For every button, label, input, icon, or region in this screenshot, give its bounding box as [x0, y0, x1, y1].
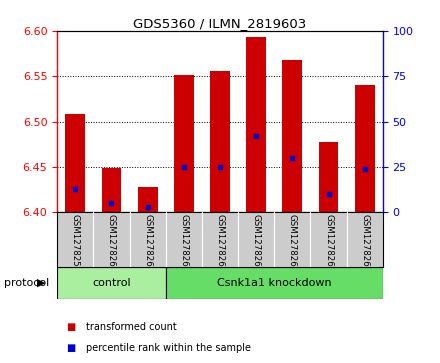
- Text: ▶: ▶: [37, 278, 46, 288]
- Bar: [166, 212, 202, 267]
- Bar: [246, 37, 266, 212]
- Text: control: control: [92, 278, 131, 288]
- Text: ■: ■: [66, 322, 75, 332]
- Bar: [57, 267, 166, 299]
- Text: ■: ■: [66, 343, 75, 354]
- Text: GSM1278266: GSM1278266: [324, 214, 333, 272]
- Bar: [202, 212, 238, 267]
- Bar: [166, 267, 383, 299]
- Text: GSM1278264: GSM1278264: [252, 214, 260, 272]
- Text: GSM1278267: GSM1278267: [360, 214, 369, 272]
- Bar: [274, 212, 311, 267]
- Text: GSM1278265: GSM1278265: [288, 214, 297, 272]
- Bar: [57, 212, 93, 267]
- Bar: [355, 85, 375, 212]
- Text: GSM1278261: GSM1278261: [143, 214, 152, 272]
- Bar: [238, 212, 274, 267]
- Bar: [102, 168, 121, 212]
- Bar: [174, 76, 194, 212]
- Text: GSM1278259: GSM1278259: [71, 214, 80, 272]
- Bar: [347, 212, 383, 267]
- Title: GDS5360 / ILMN_2819603: GDS5360 / ILMN_2819603: [133, 17, 307, 30]
- Text: protocol: protocol: [4, 278, 50, 288]
- Text: GSM1278262: GSM1278262: [180, 214, 188, 272]
- Bar: [319, 142, 338, 212]
- Text: transformed count: transformed count: [86, 322, 176, 332]
- Bar: [129, 212, 166, 267]
- Bar: [210, 71, 230, 212]
- Bar: [66, 114, 85, 212]
- Text: GSM1278263: GSM1278263: [216, 214, 224, 272]
- Bar: [93, 212, 129, 267]
- Text: Csnk1a1 knockdown: Csnk1a1 knockdown: [217, 278, 332, 288]
- Bar: [311, 212, 347, 267]
- Bar: [138, 187, 158, 212]
- Text: GSM1278260: GSM1278260: [107, 214, 116, 272]
- Text: percentile rank within the sample: percentile rank within the sample: [86, 343, 251, 354]
- Bar: [282, 60, 302, 212]
